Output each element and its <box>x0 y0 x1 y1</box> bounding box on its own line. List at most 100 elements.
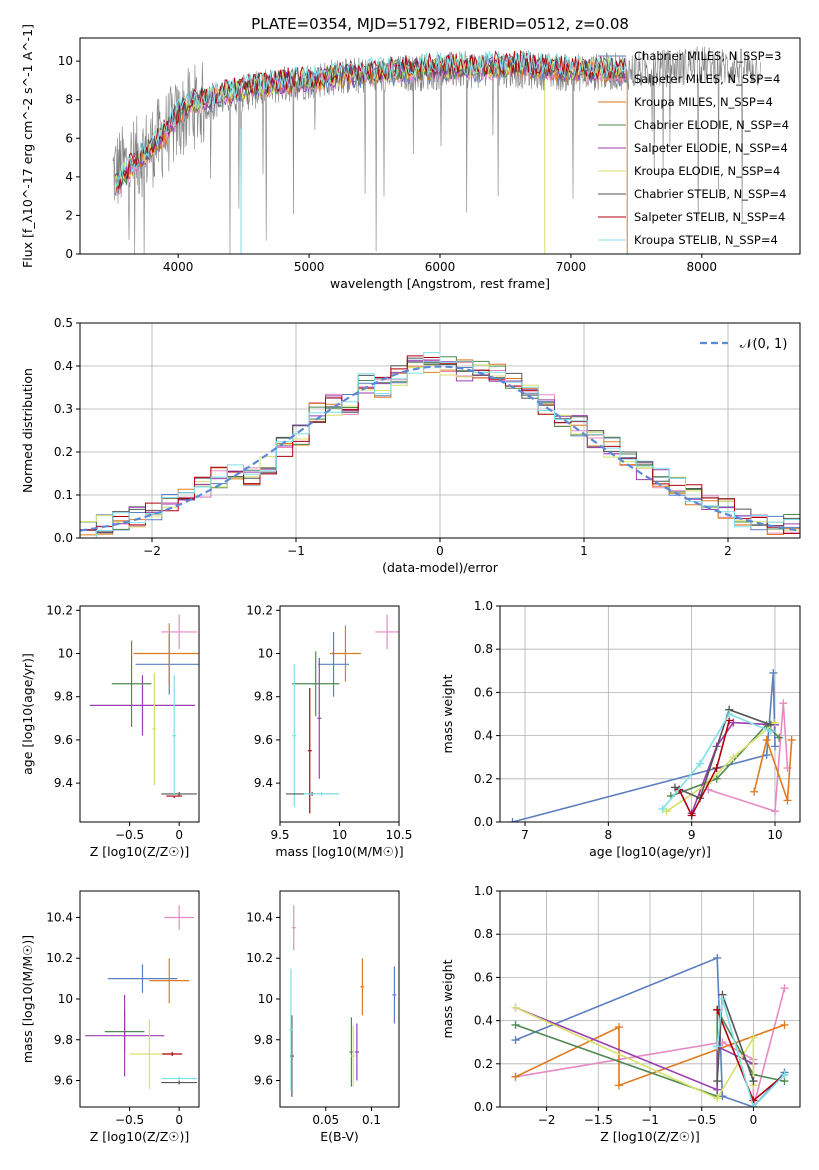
y-tick-label: 10 <box>58 992 73 1006</box>
series-marker <box>779 699 788 708</box>
series-marker <box>718 995 727 1003</box>
y-tick-label: 6 <box>65 131 73 145</box>
legend-entry: Salpeter MILES, N_SSP=4 <box>634 72 780 86</box>
errorbar-point <box>329 625 361 682</box>
x-axis-label: mass [log10(M/M☉)] <box>275 844 403 859</box>
panel-age-vs-Z: −0.5 0 9.4 9.6 9.8 10 10.2 Z [log10(Z/Z☉)] age [… <box>20 603 200 859</box>
series-line <box>515 1024 785 1087</box>
y-tick-label: 9.6 <box>254 733 273 747</box>
histogram-step <box>80 352 800 538</box>
errorbar-point <box>288 968 293 1091</box>
errorbar-point <box>303 791 340 796</box>
errorbar-point <box>317 657 322 779</box>
legend-entry: Kroupa STELIB, N_SSP=4 <box>634 233 778 247</box>
series-marker <box>713 1085 722 1094</box>
axes-frame <box>279 890 400 1108</box>
series <box>675 716 734 820</box>
x-tick-label: 9.5 <box>270 828 289 842</box>
series-marker <box>671 783 679 792</box>
x-tick-label: 0.05 <box>312 1113 339 1127</box>
y-tick-label: 0.0 <box>474 1100 493 1114</box>
series-marker <box>713 1042 722 1051</box>
y-tick-label: 10.2 <box>246 951 273 965</box>
errorbar-point <box>161 614 198 650</box>
y-tick-label: 9.8 <box>254 690 273 704</box>
x-tick-label: −1.5 <box>584 1113 613 1127</box>
y-tick-label: 8 <box>65 93 73 107</box>
plot-area <box>112 46 761 254</box>
series-marker <box>749 1103 758 1107</box>
y-axis-label: Flux [f_λ10^-17 erg cm^-2 s^-1 A^-1] <box>20 24 35 268</box>
y-tick-label: 0.3 <box>54 402 73 416</box>
x-tick-label: 0 <box>175 828 183 842</box>
errorbar-point <box>354 1023 359 1081</box>
y-tick-label: 9.8 <box>254 1033 273 1047</box>
legend: 𝒩(0, 1) <box>700 337 787 352</box>
x-tick-label: −1 <box>287 544 305 558</box>
x-tick-label: 9 <box>688 828 696 842</box>
errorbar-point <box>84 994 165 1077</box>
y-tick-label: 4 <box>65 170 73 184</box>
errorbar-point <box>162 1052 183 1057</box>
y-tick-label: 10 <box>58 54 73 68</box>
x-tick-label: 0 <box>436 544 444 558</box>
series-marker <box>662 807 671 816</box>
series-marker <box>780 1070 789 1079</box>
y-tick-label: 0.5 <box>54 316 73 330</box>
series-marker <box>780 984 789 993</box>
series-line <box>690 721 776 814</box>
errorbar-point <box>172 675 177 797</box>
series-marker <box>749 1077 758 1086</box>
series-marker <box>729 753 738 762</box>
legend-entry: Kroupa MILES, N_SSP=4 <box>634 95 773 109</box>
y-axis-label: mass weight <box>440 674 455 753</box>
series-marker <box>766 727 775 736</box>
figure-title: PLATE=0354, MJD=51792, FIBERID=0512, z=0… <box>251 15 629 33</box>
y-tick-label: 0 <box>65 247 73 261</box>
series <box>687 718 779 818</box>
y-tick-label: 0.8 <box>474 927 493 941</box>
x-tick-label: −1 <box>641 1113 659 1127</box>
errorbar-point <box>375 614 399 650</box>
series-marker <box>729 718 738 727</box>
x-tick-label: 8000 <box>687 260 718 274</box>
errorbar-point <box>291 651 340 717</box>
series-line <box>708 703 789 813</box>
series-marker <box>762 735 771 744</box>
x-tick-label: −0.5 <box>687 1113 716 1127</box>
series-marker <box>713 1005 722 1014</box>
x-tick-label: −2 <box>538 1113 556 1127</box>
x-tick-label: 6000 <box>425 260 456 274</box>
plot-area <box>80 352 800 538</box>
series <box>713 995 789 1107</box>
series <box>658 710 775 814</box>
x-tick-label: 0.1 <box>362 1113 381 1127</box>
axes-frame <box>279 605 400 823</box>
x-axis-label: Z [log10(Z/Z☉)] <box>600 1129 700 1144</box>
series-marker <box>712 764 721 772</box>
errorbar-point <box>318 631 350 697</box>
y-tick-label: 0.0 <box>54 531 73 545</box>
series-marker <box>713 1094 722 1103</box>
x-tick-label: 7000 <box>556 260 587 274</box>
y-axis-label: mass weight <box>440 959 455 1038</box>
x-axis-label: Z [log10(Z/Z☉)] <box>90 1129 190 1144</box>
x-tick-label: 5000 <box>294 260 325 274</box>
errorbar-point <box>292 664 297 807</box>
series-line <box>674 708 772 800</box>
series-line <box>678 720 730 818</box>
legend-entry: Salpeter ELODIE, N_SSP=4 <box>634 141 788 155</box>
x-tick-label: 1 <box>580 544 588 558</box>
errorbar-point <box>111 640 152 727</box>
series-marker <box>762 751 771 760</box>
series-marker <box>696 759 704 768</box>
y-axis-label: age [log10(age/yr)] <box>20 653 35 775</box>
y-tick-label: 10.4 <box>246 910 273 924</box>
legend-entry: Chabrier ELODIE, N_SSP=4 <box>634 118 789 132</box>
model-spectrum-line <box>114 50 627 188</box>
x-axis-label: E(B-V) <box>320 1129 359 1144</box>
errorbar-point <box>133 623 199 684</box>
histogram-step <box>80 364 800 531</box>
series-line <box>512 672 776 822</box>
series-marker <box>511 1072 520 1081</box>
